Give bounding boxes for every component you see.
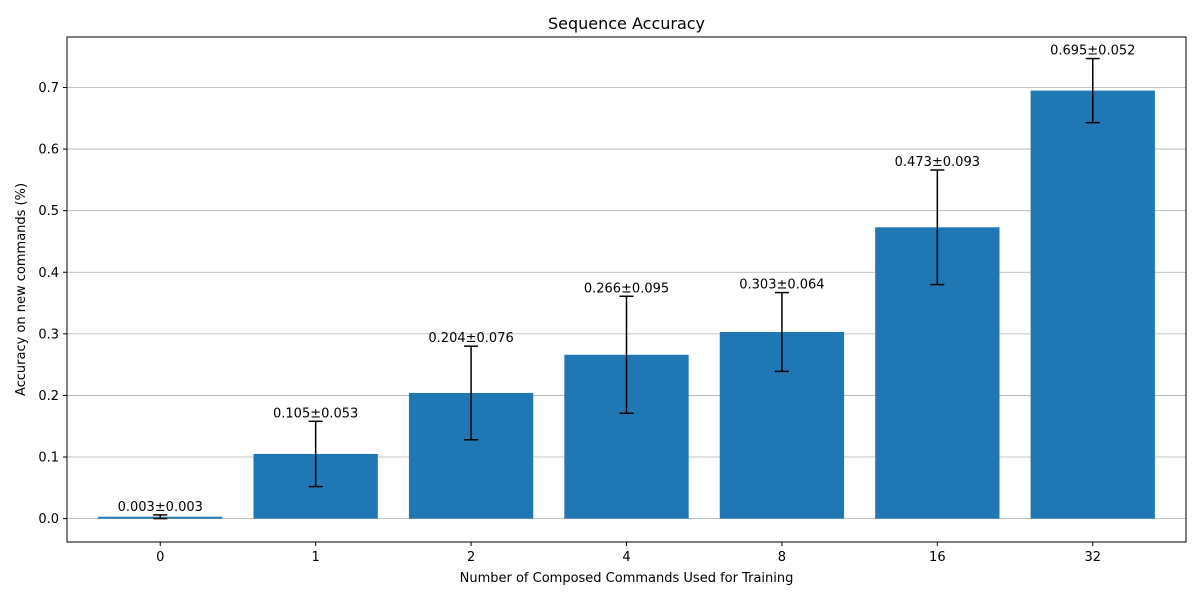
error-bar-1 <box>308 420 323 488</box>
x-axis-ticks: 0 1 2 4 8 16 32 <box>156 542 1101 565</box>
data-label-2: 0.204±0.076 <box>428 331 513 346</box>
x-tick-label: 0 <box>156 550 164 565</box>
data-labels: 0.003±0.003 0.105±0.053 0.204±0.076 0.266±0… <box>118 44 1136 515</box>
data-label-8: 0.303±0.064 <box>739 278 824 293</box>
y-axis-ticks: 0.0 0.1 0.2 0.3 0.4 0.5 0.6 0.7 <box>38 81 67 527</box>
data-label-16: 0.473±0.093 <box>895 155 980 170</box>
x-tick-label: 32 <box>1084 550 1101 565</box>
x-tick-label: 16 <box>929 550 946 565</box>
y-tick-label: 0.3 <box>38 327 59 342</box>
data-label-4: 0.266±0.095 <box>584 281 669 296</box>
data-label-1: 0.105±0.053 <box>273 406 358 421</box>
error-bar-8 <box>774 291 789 373</box>
y-tick-label: 0.2 <box>38 389 59 404</box>
error-bars <box>153 57 1100 520</box>
x-tick-label: 8 <box>778 550 786 565</box>
x-tick-label: 1 <box>312 550 320 565</box>
x-tick-label: 2 <box>467 550 475 565</box>
y-tick-label: 0.1 <box>38 451 59 466</box>
error-bar-16 <box>930 169 945 286</box>
data-label-32: 0.695±0.052 <box>1050 44 1135 59</box>
y-tick-label: 0.4 <box>38 266 59 281</box>
x-tick-label: 4 <box>622 550 630 565</box>
error-bar-4 <box>619 295 634 415</box>
y-tick-label: 0.0 <box>38 512 59 527</box>
error-bar-0 <box>153 514 168 520</box>
error-bar-2 <box>464 345 479 441</box>
y-tick-label: 0.5 <box>38 204 59 219</box>
error-bar-32 <box>1085 57 1100 124</box>
data-label-0: 0.003±0.003 <box>118 500 203 515</box>
x-axis-label: Number of Composed Commands Used for Tra… <box>460 571 794 586</box>
y-tick-label: 0.7 <box>38 81 59 96</box>
y-axis-label: Accuracy on new commands (%) <box>14 183 29 396</box>
bar-32 <box>1030 90 1155 519</box>
chart-title: Sequence Accuracy <box>548 14 705 33</box>
y-tick-label: 0.6 <box>38 143 59 158</box>
